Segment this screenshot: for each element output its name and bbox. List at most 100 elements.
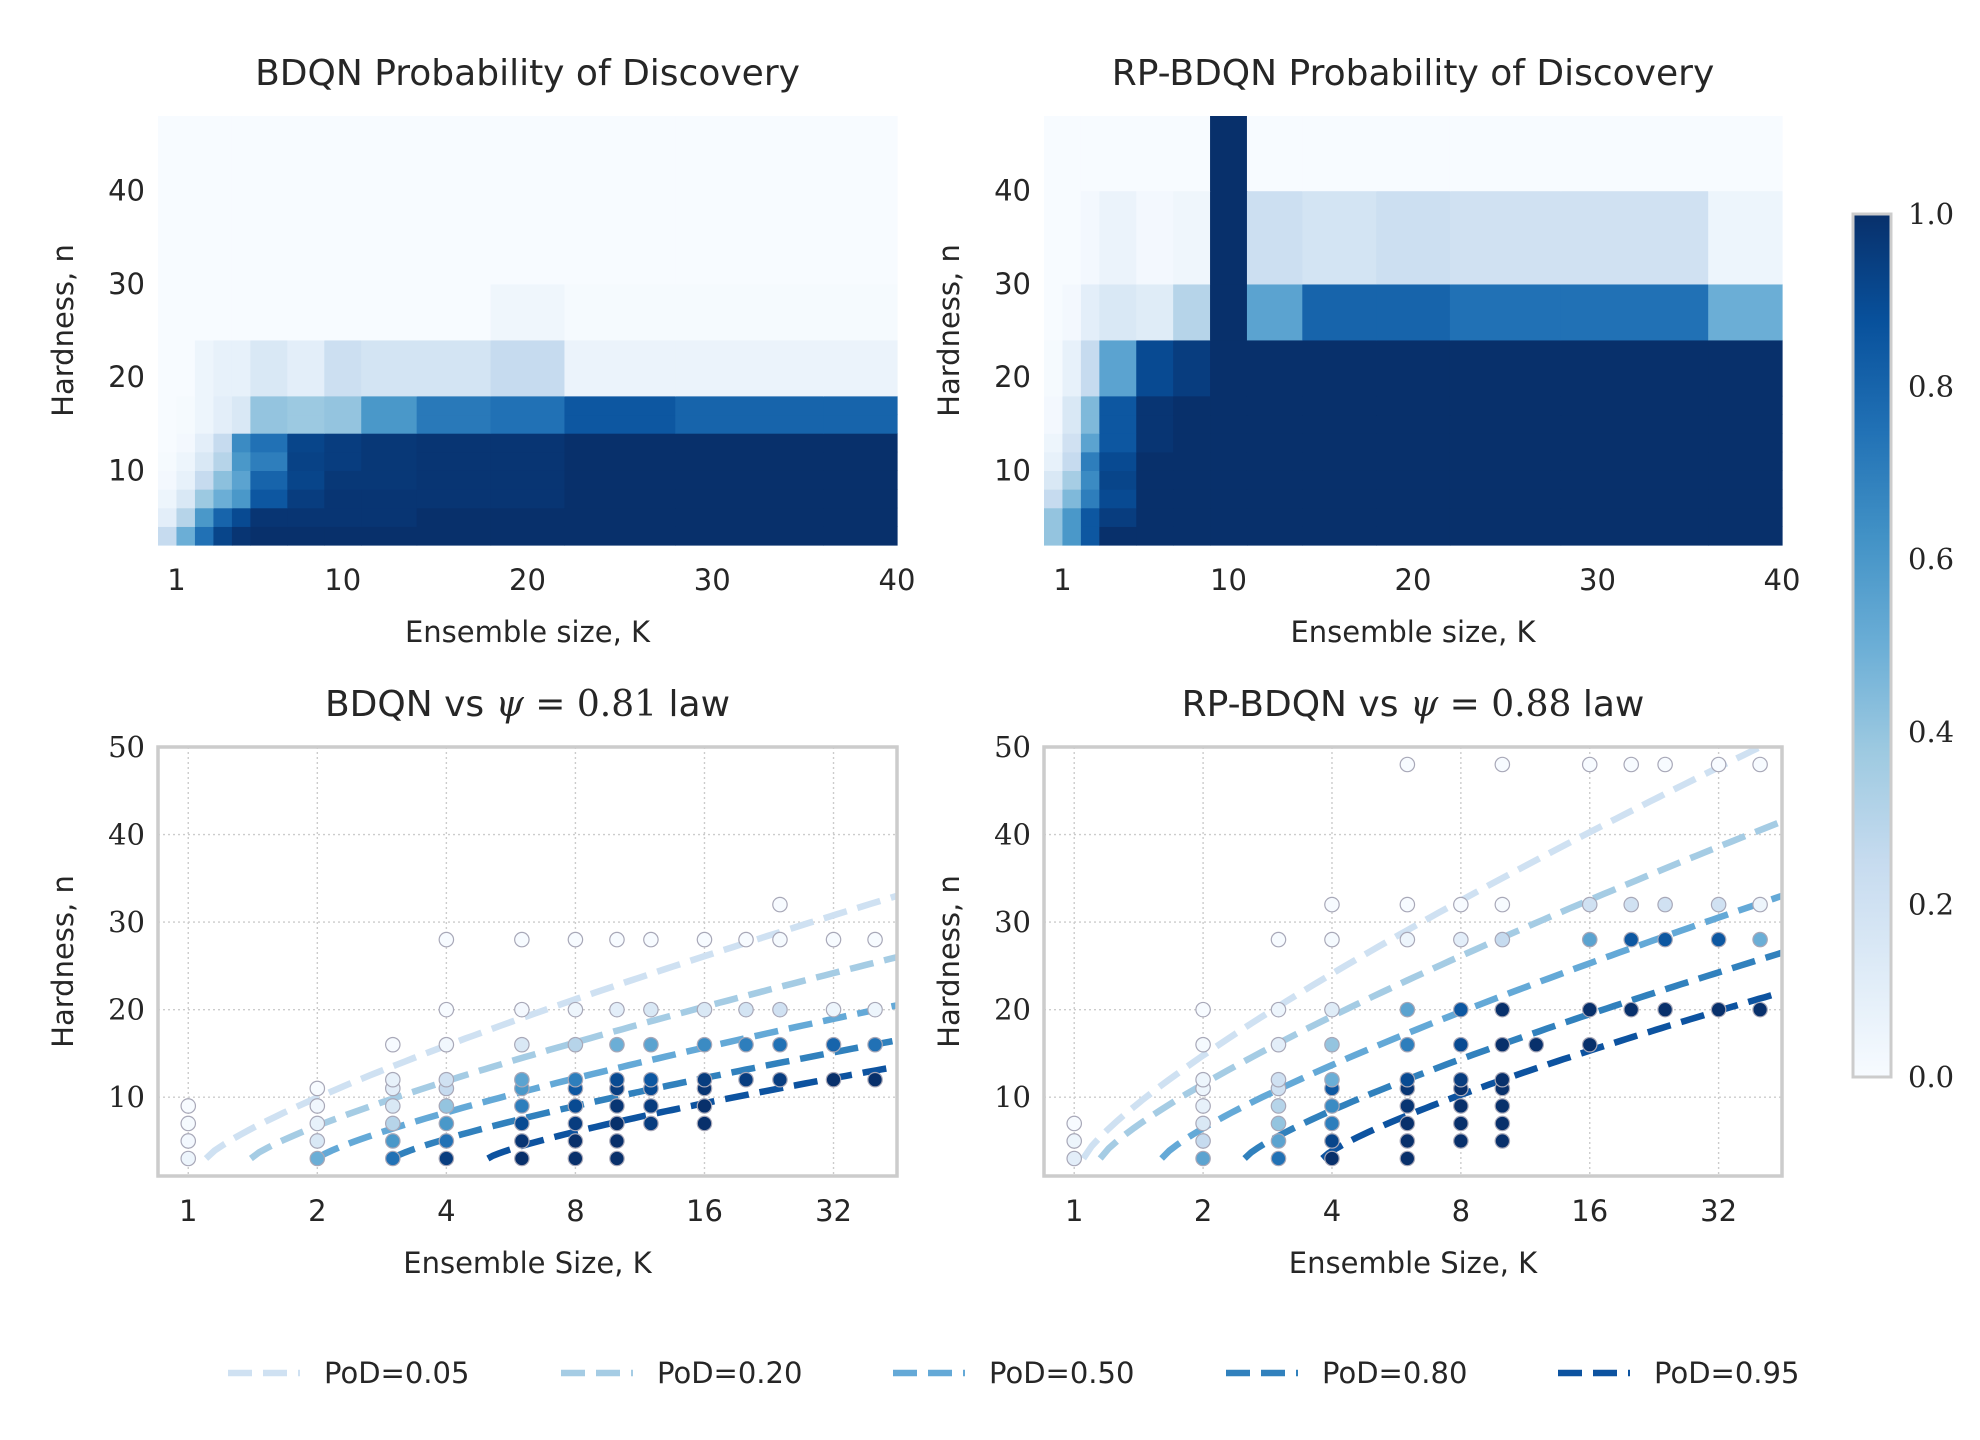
data-point [609,931,625,948]
data-point [309,1133,326,1149]
heatmap-cell [194,489,215,509]
heatmap-cell [1210,451,1248,471]
heatmap-cell [490,283,566,341]
heatmap-cell [1080,507,1100,527]
heatmap-cell [1136,470,1174,490]
heatmap-cell [1708,433,1783,453]
heatmap-cell [1449,470,1562,490]
heatmap-cell [675,526,824,546]
pod-curve [1159,892,1782,1161]
heatmap-cell [1708,451,1783,471]
heatmap-cell [1246,414,1303,434]
heatmap-cell [823,395,898,416]
heatmap-cell [416,526,492,546]
x-tick-label: 1 [1053,563,1071,597]
heatmap-cell [416,433,492,453]
data-point [1195,1133,1211,1149]
data-point [385,1115,401,1132]
data-point [1710,896,1727,913]
data-point [1399,896,1416,913]
pod-curve [1097,818,1782,1161]
heatmap-cell [158,283,178,341]
data-point [1494,1098,1511,1114]
data-point [1528,1036,1545,1053]
y-tick-label: 40 [108,818,145,852]
y-tick-label: 10 [108,453,145,487]
data-point [1752,1001,1768,1018]
heatmap-cell [1044,433,1064,453]
data-point [1270,1001,1287,1018]
heatmap-cell [213,339,233,397]
y-tick-label: 50 [994,730,1031,764]
data-point [609,1115,625,1132]
data-point [438,1098,455,1114]
plot-area [158,747,897,1176]
heatmap-cell [1210,116,1248,192]
heatmap-cell [1449,489,1562,509]
data-point [1195,1036,1211,1053]
title-value: = 0.88 [1438,684,1571,725]
data-point [609,1150,625,1167]
legend-label: PoD=0.50 [989,1356,1134,1390]
colorbar-gradient [1851,212,1893,1079]
heatmap-cell [194,283,215,341]
y-tick-label: 40 [994,174,1031,208]
data-point [772,1001,788,1018]
heatmap-cell [416,414,492,434]
y-tick-label: 30 [108,905,145,939]
heatmap-cell [324,470,362,490]
heatmap-cell [158,451,178,471]
data-point [696,1036,713,1053]
y-tick-label: 30 [994,267,1031,301]
heatmap-cell [490,116,566,285]
data-point [609,1001,625,1018]
heatmap-cell [1560,116,1709,192]
heatmap-cell [564,116,676,285]
y-tick-label: 40 [108,174,145,208]
heatmap-cell [194,414,215,434]
data-point [738,1071,754,1088]
heatmap-cell [1080,395,1100,416]
heatmap-cell [1449,451,1562,471]
heatmap-cell [490,395,566,416]
legend-label: PoD=0.20 [657,1356,802,1390]
x-tick-label: 30 [694,563,731,597]
title-symbol: ψ [1410,684,1439,725]
y-axis-label: Hardness, n [46,875,80,1048]
heatmap-cell [1302,470,1377,490]
heatmap-cell [1246,190,1303,285]
data-point [438,1133,455,1149]
heatmap-cell [1044,190,1064,285]
heatmap-cell [1376,507,1451,527]
heatmap-cell [675,507,824,527]
heatmap-cell [361,339,418,397]
heatmap-cell [823,283,898,341]
data-point [438,931,455,948]
heatmap-cell [823,414,898,434]
heatmap-cell [416,470,492,490]
heatmap-cell [213,451,233,471]
title-prefix: BDQN vs [325,684,496,725]
heatmap-cell [1560,451,1709,471]
heatmap-cell [1302,451,1377,471]
data-point [1324,1071,1340,1088]
heatmap-cell [1080,190,1100,285]
panel-rpbdqn-law: 1 2 4 8 16 32 10 20 30 40 50 Ensemble Size, K Hardne… [932,684,1784,1280]
heatmap-cell [250,395,288,416]
heatmap-cell [416,339,492,397]
heatmap-cell [250,507,288,527]
data-point [867,1036,883,1053]
title-suffix: law [1571,684,1644,725]
heatmap-cell [1044,451,1064,471]
heatmap-cell [158,489,178,509]
heatmap-cell [675,116,824,285]
heatmap-cell [1136,489,1174,509]
heatmap-cell [1376,190,1451,285]
heatmap-cell [287,283,325,341]
panel-bdqn-heatmap: 1 10 20 30 40 10 20 30 40 Ensemble size, K Hardnes… [46,53,915,649]
heatmap-cell [1210,283,1248,341]
data-point [1494,1071,1511,1088]
data-point [1270,1036,1287,1053]
heatmap-cell [158,414,178,434]
heatmap-cell [231,507,251,527]
